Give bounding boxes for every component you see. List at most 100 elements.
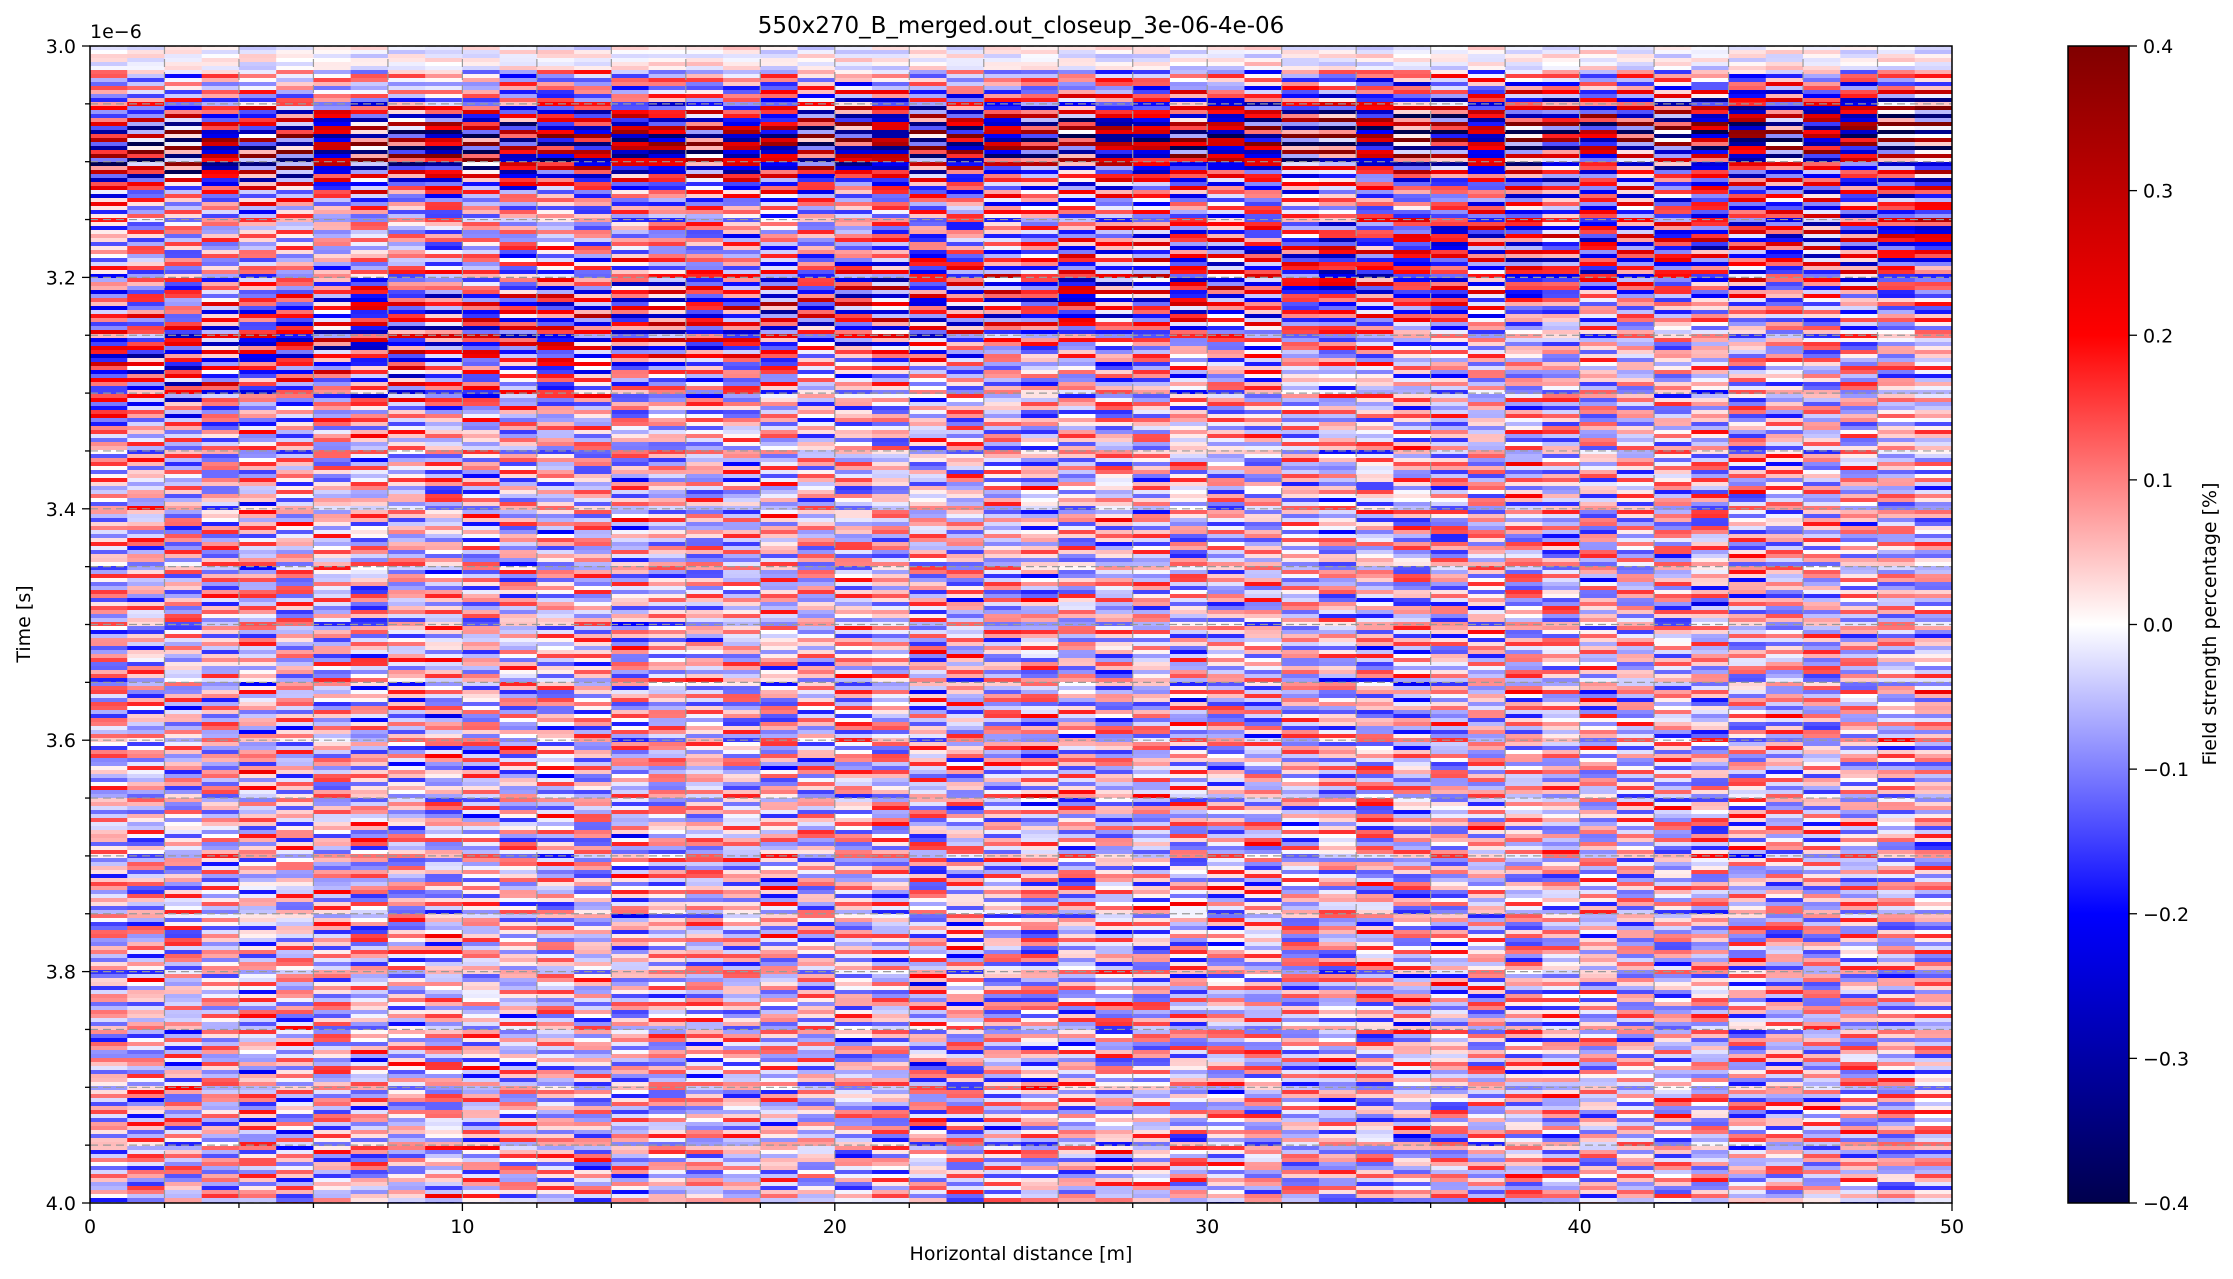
- heatmap-cell: [462, 794, 501, 799]
- heatmap-cell: [536, 98, 575, 103]
- heatmap-cell: [313, 78, 352, 83]
- heatmap-cell: [685, 874, 724, 879]
- heatmap-cell: [648, 242, 687, 247]
- heatmap-cell: [350, 866, 389, 871]
- heatmap-cell: [611, 1074, 650, 1079]
- heatmap-cell: [499, 430, 538, 435]
- heatmap-cell: [574, 102, 612, 107]
- heatmap-cell: [164, 1166, 203, 1171]
- heatmap-cell: [723, 150, 761, 155]
- heatmap-cell: [648, 722, 687, 727]
- heatmap-cell: [276, 1110, 315, 1115]
- heatmap-cell: [201, 962, 240, 967]
- heatmap-cell: [238, 70, 277, 75]
- heatmap-cell: [462, 562, 501, 567]
- heatmap-cell: [425, 698, 463, 703]
- heatmap-cell: [201, 706, 240, 711]
- heatmap-cell: [164, 1150, 203, 1155]
- heatmap-cell: [462, 814, 501, 819]
- heatmap-cell: [685, 830, 724, 835]
- heatmap-cell: [350, 654, 389, 659]
- heatmap-cell: [313, 370, 352, 375]
- heatmap-cell: [611, 1006, 650, 1011]
- heatmap-cell: [462, 350, 501, 355]
- heatmap-cell: [499, 118, 538, 123]
- heatmap-cell: [425, 882, 463, 887]
- heatmap-cell: [611, 914, 650, 919]
- heatmap-cell: [127, 130, 166, 135]
- heatmap-cell: [462, 966, 501, 971]
- heatmap-cell: [425, 54, 463, 59]
- heatmap-cell: [611, 822, 650, 827]
- heatmap-cell: [350, 650, 389, 655]
- heatmap-cell: [238, 1102, 277, 1107]
- heatmap-cell: [723, 290, 761, 295]
- heatmap-cell: [648, 1122, 687, 1127]
- heatmap-cell: [685, 1174, 724, 1179]
- heatmap-cell: [90, 74, 128, 79]
- heatmap-cell: [127, 246, 166, 251]
- heatmap-cell: [536, 314, 575, 319]
- heatmap-cell: [648, 158, 687, 163]
- heatmap-cell: [462, 846, 501, 851]
- heatmap-cell: [685, 290, 724, 295]
- heatmap-cell: [201, 670, 240, 675]
- heatmap-cell: [90, 710, 128, 715]
- heatmap-cell: [350, 238, 389, 243]
- heatmap-cell: [611, 378, 650, 383]
- heatmap-cell: [685, 850, 724, 855]
- heatmap-cell: [387, 830, 426, 835]
- heatmap-cell: [127, 786, 166, 791]
- heatmap-cell: [127, 222, 166, 227]
- heatmap-cell: [611, 454, 650, 459]
- heatmap-cell: [462, 46, 501, 51]
- heatmap-cell: [90, 1034, 128, 1039]
- heatmap-cell: [276, 602, 315, 607]
- heatmap-cell: [276, 538, 315, 543]
- heatmap-cell: [499, 1050, 538, 1055]
- heatmap-cell: [648, 830, 687, 835]
- heatmap-cell: [611, 366, 650, 371]
- heatmap-cell: [127, 954, 166, 959]
- heatmap-cell: [127, 442, 166, 447]
- heatmap-cell: [387, 926, 426, 931]
- heatmap-cell: [685, 286, 724, 291]
- heatmap-cell: [648, 750, 687, 755]
- heatmap-cell: [499, 86, 538, 91]
- heatmap-cell: [90, 58, 128, 63]
- heatmap-cell: [611, 786, 650, 791]
- heatmap-cell: [648, 502, 687, 507]
- heatmap-cell: [536, 442, 575, 447]
- heatmap-cell: [387, 722, 426, 727]
- heatmap-cell: [387, 1170, 426, 1175]
- heatmap-cell: [611, 1146, 650, 1151]
- heatmap-cell: [90, 934, 128, 939]
- heatmap-cell: [425, 1182, 463, 1187]
- heatmap-cell: [276, 606, 315, 611]
- heatmap-cell: [276, 1182, 315, 1187]
- heatmap-cell: [350, 78, 389, 83]
- heatmap-cell: [201, 154, 240, 159]
- heatmap-cell: [648, 90, 687, 95]
- heatmap-cell: [499, 626, 538, 631]
- heatmap-cell: [201, 886, 240, 891]
- heatmap-cell: [201, 766, 240, 771]
- heatmap-cell: [499, 170, 538, 175]
- heatmap-cell: [648, 690, 687, 695]
- heatmap-cell: [536, 154, 575, 159]
- heatmap-cell: [164, 1050, 203, 1055]
- heatmap-cell: [201, 850, 240, 855]
- heatmap-cell: [648, 226, 687, 231]
- heatmap-cell: [350, 322, 389, 327]
- heatmap-cell: [685, 810, 724, 815]
- heatmap-cell: [276, 1086, 315, 1091]
- heatmap-cell: [238, 1022, 277, 1027]
- heatmap-cell: [90, 470, 128, 475]
- heatmap-cell: [313, 994, 352, 999]
- heatmap-cell: [313, 750, 352, 755]
- heatmap-cell: [425, 1158, 463, 1163]
- heatmap-cell: [387, 818, 426, 823]
- heatmap-cell: [499, 198, 538, 203]
- heatmap-cell: [574, 718, 612, 723]
- heatmap-cell: [611, 46, 650, 51]
